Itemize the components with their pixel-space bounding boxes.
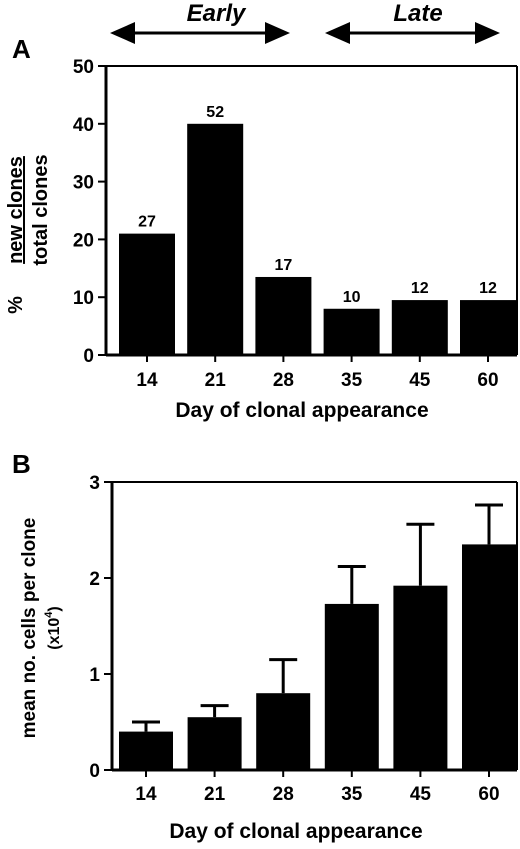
late-label: Late <box>393 0 442 27</box>
early-arrow <box>110 22 290 44</box>
x-tick-label: 21 <box>204 784 226 805</box>
chart-a: 0 10 20 30 40 50 27 14 52 21 17 28 10 35 12 45 12 60 <box>73 57 518 391</box>
chart-b: 0 1 2 3 14 21 28 35 45 60 <box>89 473 518 805</box>
chart-a-ylabel: % new clones total clones <box>5 154 52 313</box>
x-tick-label: 28 <box>273 784 294 805</box>
x-tick-label: 35 <box>341 784 363 805</box>
chart-b-ylabel-main: mean no. cells per clone <box>19 518 40 739</box>
chart-a-xlabel: Day of clonal appearance <box>175 399 428 422</box>
chart-b-xlabel: Day of clonal appearance <box>169 820 422 843</box>
panel-a-label: A <box>12 34 31 64</box>
x-tick-label: 14 <box>135 784 157 805</box>
chart-a-ylabel-numerator: new clones <box>5 156 27 264</box>
x-tick-label: 14 <box>136 370 158 391</box>
y-tick-label: 30 <box>73 173 94 194</box>
y-tick-label: 40 <box>73 115 94 136</box>
x-tick-label: 28 <box>273 370 294 391</box>
x-tick-label: 21 <box>205 370 227 391</box>
data-label: 52 <box>206 104 224 121</box>
bar <box>187 717 242 770</box>
data-label: 10 <box>343 289 361 306</box>
y-tick-label: 2 <box>89 569 100 590</box>
early-label: Early <box>187 0 247 27</box>
chart-b-ylabel: mean no. cells per clone (x104) <box>19 518 63 739</box>
y-tick-label: 20 <box>73 230 94 251</box>
chart-a-ylabel-prefix: % <box>5 296 27 314</box>
bar <box>119 233 175 355</box>
y-tick-label: 50 <box>73 57 94 78</box>
panel-b-label: B <box>12 449 31 479</box>
x-tick-label: 60 <box>477 370 498 391</box>
x-tick-label: 45 <box>410 784 432 805</box>
bar <box>391 300 448 355</box>
bar <box>324 603 379 770</box>
y-tick-label: 1 <box>89 665 100 686</box>
y-tick-label: 10 <box>73 288 94 309</box>
x-tick-label: 35 <box>341 370 363 391</box>
bar <box>119 731 173 770</box>
bar <box>462 544 516 770</box>
chart-b-ylabel-unit: (x104) <box>43 606 63 649</box>
chart-a-ylabel-denominator: total clones <box>30 154 52 265</box>
bar <box>460 300 516 355</box>
data-label: 17 <box>275 257 293 274</box>
late-arrow <box>325 22 500 44</box>
bar <box>393 585 448 770</box>
y-tick-label: 0 <box>89 761 100 782</box>
bar <box>255 276 312 355</box>
bar <box>187 123 244 355</box>
x-tick-label: 60 <box>478 784 499 805</box>
y-tick-label: 0 <box>83 346 94 367</box>
bar <box>256 693 311 770</box>
y-tick-label: 3 <box>89 473 100 494</box>
x-tick-label: 45 <box>409 370 431 391</box>
data-label: 12 <box>479 280 497 297</box>
data-label: 12 <box>411 280 429 297</box>
bar <box>323 308 380 355</box>
data-label: 27 <box>138 214 156 231</box>
